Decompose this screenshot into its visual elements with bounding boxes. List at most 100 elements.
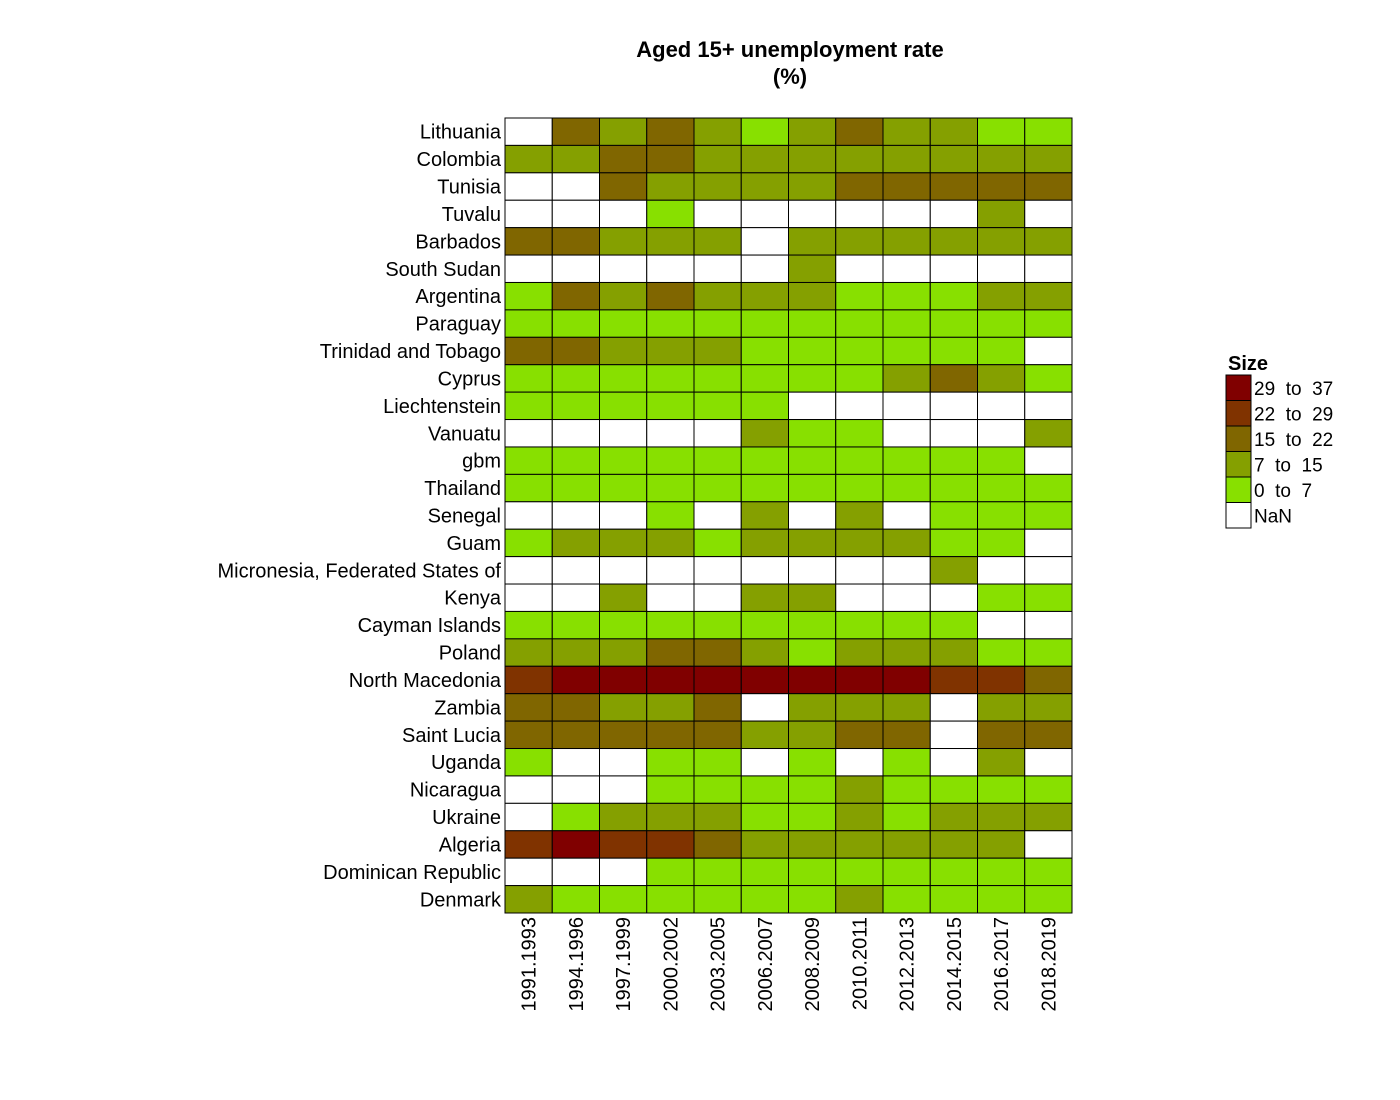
heatmap-cell	[1024, 720, 1073, 750]
heatmap-cell	[929, 254, 978, 283]
heatmap-cell	[504, 583, 553, 612]
heatmap-cell	[929, 775, 978, 804]
heatmap-cell	[551, 446, 600, 475]
heatmap-cell	[551, 802, 600, 832]
legend-title: Size	[1228, 353, 1268, 375]
heatmap-cell	[693, 117, 742, 146]
heatmap-cell	[835, 172, 884, 201]
heatmap-cell	[788, 446, 837, 475]
heatmap-cell	[835, 144, 884, 174]
heatmap-cell	[977, 254, 1026, 283]
heatmap-cell	[599, 391, 648, 421]
heatmap-cell	[788, 693, 837, 722]
heatmap-cell	[551, 227, 600, 256]
row-label: Barbados	[415, 231, 501, 253]
heatmap-cell	[693, 556, 742, 585]
heatmap-cell	[599, 610, 648, 640]
heatmap-cell	[551, 199, 600, 229]
heatmap-cell	[740, 391, 789, 421]
heatmap-cell	[504, 391, 553, 421]
heatmap-cell	[693, 693, 742, 722]
heatmap-cell	[882, 610, 931, 640]
heatmap-cell	[929, 885, 978, 914]
heatmap-cell	[788, 172, 837, 201]
heatmap-cell	[599, 144, 648, 174]
heatmap-cell	[835, 419, 884, 448]
heatmap-cell	[788, 665, 837, 695]
column-label: 1994.1996	[566, 917, 588, 1012]
heatmap-cell	[977, 144, 1026, 174]
heatmap-cell	[1024, 885, 1073, 914]
heatmap-cell	[740, 830, 789, 859]
heatmap-cell	[835, 501, 884, 530]
heatmap-cell	[693, 309, 742, 338]
column-label: 2010.2011	[849, 917, 871, 1010]
heatmap-cell	[646, 336, 695, 366]
heatmap-cell	[693, 391, 742, 421]
heatmap-cell	[693, 473, 742, 503]
heatmap-cell	[599, 528, 648, 558]
heatmap-cell	[835, 775, 884, 804]
legend-label: 7 to 15	[1254, 455, 1323, 476]
heatmap-cell	[1024, 528, 1073, 558]
row-label: Uganda	[431, 752, 502, 774]
heatmap-cell	[646, 281, 695, 311]
heatmap-cell	[835, 391, 884, 421]
heatmap-cell	[646, 501, 695, 530]
row-label: Lithuania	[420, 122, 502, 144]
heatmap-cell	[788, 885, 837, 914]
row-label: Ukraine	[432, 807, 501, 829]
heatmap-cell	[929, 336, 978, 366]
heatmap-cell	[551, 720, 600, 750]
heatmap-cell	[929, 446, 978, 475]
legend-items: 29 to 37 22 to 29 15 to 22 7 to 15 0 to 7 NaN	[1225, 374, 1333, 529]
heatmap-cell	[551, 172, 600, 201]
heatmap-cell	[646, 473, 695, 503]
heatmap-cell	[504, 638, 553, 667]
heatmap-cell	[1024, 254, 1073, 283]
heatmap-cell	[551, 309, 600, 338]
heatmap-cell	[835, 720, 884, 750]
column-label: 2012.2013	[897, 917, 919, 1012]
legend-label: 15 to 22	[1254, 430, 1333, 451]
heatmap-cell	[740, 172, 789, 201]
heatmap-cell	[740, 419, 789, 448]
heatmap-cell	[646, 419, 695, 448]
heatmap-cell	[1024, 199, 1073, 229]
heatmap-cell	[835, 638, 884, 667]
heatmap-cell	[646, 720, 695, 750]
heatmap-cell	[835, 665, 884, 695]
heatmap-cell	[504, 336, 553, 366]
heatmap-cell	[599, 254, 648, 283]
heatmap-cell	[788, 857, 837, 887]
heatmap-cell	[504, 501, 553, 530]
heatmap-cell	[693, 199, 742, 229]
heatmap-cell	[929, 802, 978, 832]
row-label: Tunisia	[437, 177, 502, 199]
heatmap-cell	[504, 857, 553, 887]
heatmap-cell	[646, 693, 695, 722]
heatmap-cell	[929, 309, 978, 338]
heatmap-cell	[1024, 117, 1073, 146]
heatmap-cell	[977, 309, 1026, 338]
heatmap-cell	[788, 556, 837, 585]
heatmap-cell	[599, 227, 648, 256]
heatmap-cell	[1024, 172, 1073, 201]
heatmap-cell	[929, 172, 978, 201]
heatmap-cell	[788, 501, 837, 530]
heatmap-cell	[977, 391, 1026, 421]
heatmap-cell	[882, 501, 931, 530]
heatmap-cell	[740, 638, 789, 667]
heatmap-cell	[599, 693, 648, 722]
heatmap-cell	[551, 254, 600, 283]
heatmap-cell	[646, 748, 695, 777]
heatmap-cell	[693, 857, 742, 887]
heatmap-cell	[551, 830, 600, 859]
heatmap-cell	[835, 309, 884, 338]
row-label: gbm	[462, 451, 501, 473]
heatmap-cell	[788, 638, 837, 667]
heatmap-cell	[788, 364, 837, 393]
heatmap-cell	[504, 775, 553, 804]
heatmap-cell	[882, 802, 931, 832]
heatmap-cell	[835, 610, 884, 640]
